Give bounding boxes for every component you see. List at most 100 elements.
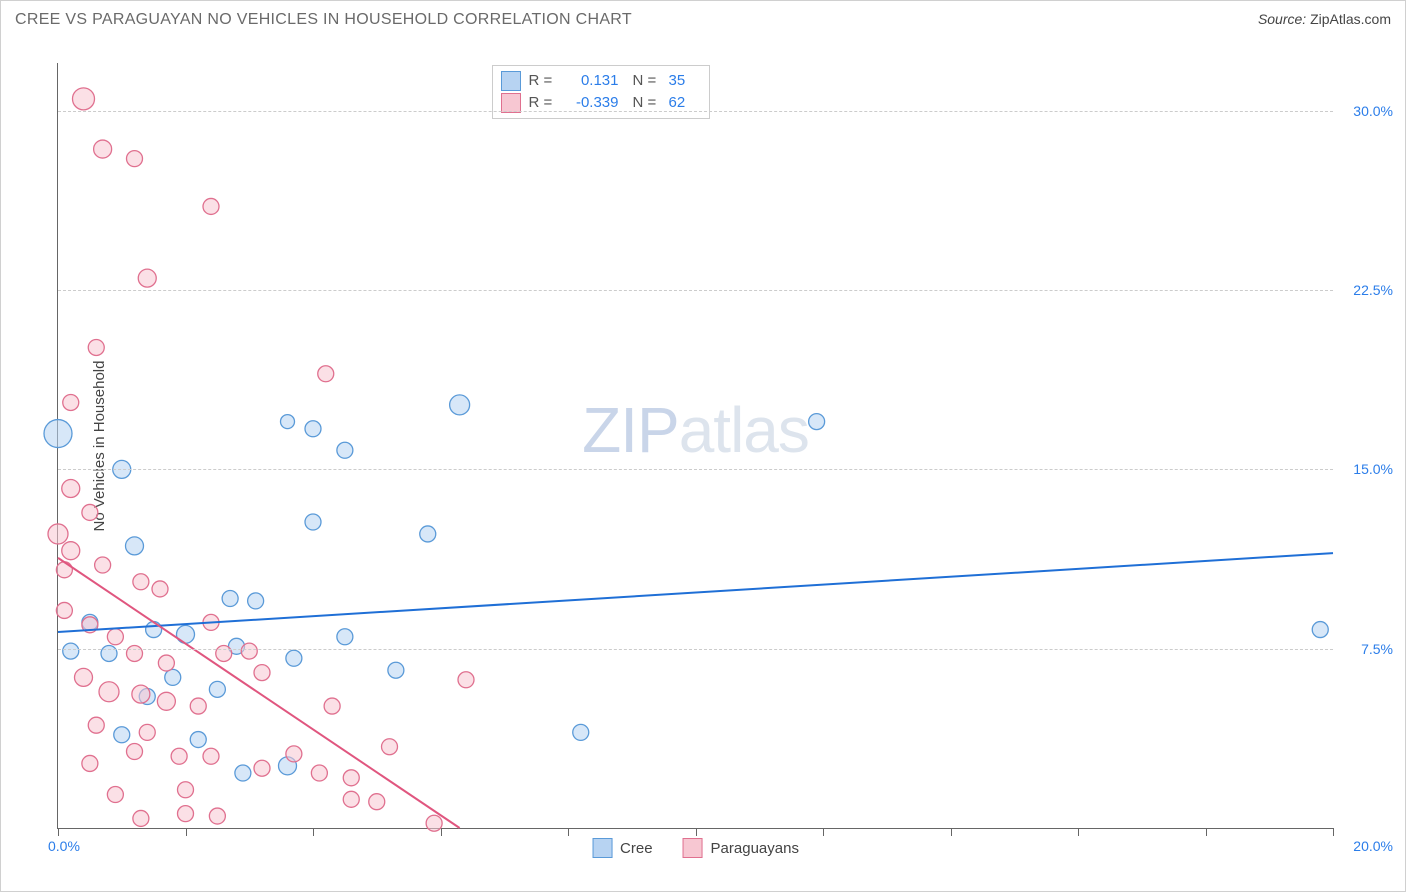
y-tick-label: 7.5% bbox=[1338, 641, 1393, 657]
scatter-point bbox=[157, 692, 175, 710]
scatter-point bbox=[286, 746, 302, 762]
scatter-point bbox=[311, 765, 327, 781]
scatter-point bbox=[222, 591, 238, 607]
scatter-point bbox=[343, 770, 359, 786]
scatter-point bbox=[132, 685, 150, 703]
chart-title: CREE VS PARAGUAYAN NO VEHICLES IN HOUSEH… bbox=[15, 11, 632, 29]
scatter-svg bbox=[58, 63, 1333, 828]
scatter-point bbox=[248, 593, 264, 609]
x-tick bbox=[441, 828, 442, 836]
scatter-point bbox=[177, 625, 195, 643]
scatter-point bbox=[82, 504, 98, 520]
series-legend: Cree Paraguayans bbox=[592, 838, 799, 858]
x-tick bbox=[313, 828, 314, 836]
x-tick bbox=[1333, 828, 1334, 836]
scatter-point bbox=[318, 366, 334, 382]
legend-swatch-icon bbox=[683, 838, 703, 858]
scatter-point bbox=[337, 629, 353, 645]
scatter-point bbox=[138, 269, 156, 287]
scatter-point bbox=[56, 562, 72, 578]
y-tick-label: 30.0% bbox=[1338, 103, 1393, 119]
scatter-point bbox=[165, 669, 181, 685]
scatter-point bbox=[82, 755, 98, 771]
legend-item-paraguayans: Paraguayans bbox=[683, 838, 799, 858]
scatter-point bbox=[305, 421, 321, 437]
chart-container: CREE VS PARAGUAYAN NO VEHICLES IN HOUSEH… bbox=[0, 0, 1406, 892]
scatter-point bbox=[241, 643, 257, 659]
source-label: Source: bbox=[1258, 11, 1306, 27]
grid-line bbox=[58, 469, 1333, 470]
scatter-point bbox=[95, 557, 111, 573]
scatter-point bbox=[88, 717, 104, 733]
scatter-point bbox=[382, 739, 398, 755]
x-tick bbox=[186, 828, 187, 836]
x-tick bbox=[951, 828, 952, 836]
y-tick-label: 22.5% bbox=[1338, 282, 1393, 298]
plot-area: No Vehicles in Household ZIPatlas R = 0.… bbox=[57, 63, 1333, 829]
scatter-point bbox=[99, 682, 119, 702]
trendline bbox=[58, 553, 1333, 632]
scatter-point bbox=[388, 662, 404, 678]
x-tick bbox=[58, 828, 59, 836]
scatter-point bbox=[573, 724, 589, 740]
scatter-point bbox=[190, 732, 206, 748]
scatter-point bbox=[63, 643, 79, 659]
scatter-point bbox=[88, 339, 104, 355]
scatter-point bbox=[420, 526, 436, 542]
x-tick bbox=[823, 828, 824, 836]
x-tick bbox=[696, 828, 697, 836]
scatter-point bbox=[254, 760, 270, 776]
x-axis-min-label: 0.0% bbox=[48, 838, 80, 854]
scatter-point bbox=[190, 698, 206, 714]
scatter-point bbox=[809, 414, 825, 430]
source-value: ZipAtlas.com bbox=[1310, 11, 1391, 27]
scatter-point bbox=[62, 480, 80, 498]
scatter-point bbox=[158, 655, 174, 671]
scatter-point bbox=[337, 442, 353, 458]
scatter-point bbox=[107, 787, 123, 803]
scatter-point bbox=[94, 140, 112, 158]
legend-item-cree: Cree bbox=[592, 838, 653, 858]
scatter-point bbox=[44, 420, 72, 448]
scatter-point bbox=[146, 622, 162, 638]
scatter-point bbox=[235, 765, 251, 781]
source-attribution: Source: ZipAtlas.com bbox=[1258, 11, 1391, 27]
scatter-point bbox=[114, 727, 130, 743]
scatter-point bbox=[178, 806, 194, 822]
x-tick bbox=[568, 828, 569, 836]
scatter-point bbox=[62, 542, 80, 560]
scatter-point bbox=[458, 672, 474, 688]
scatter-point bbox=[254, 665, 270, 681]
scatter-point bbox=[324, 698, 340, 714]
scatter-point bbox=[1312, 622, 1328, 638]
x-tick bbox=[1078, 828, 1079, 836]
scatter-point bbox=[209, 681, 225, 697]
x-tick bbox=[1206, 828, 1207, 836]
scatter-point bbox=[178, 782, 194, 798]
scatter-point bbox=[281, 415, 295, 429]
scatter-point bbox=[203, 748, 219, 764]
scatter-point bbox=[133, 810, 149, 826]
scatter-point bbox=[171, 748, 187, 764]
scatter-point bbox=[450, 395, 470, 415]
grid-line bbox=[58, 111, 1333, 112]
scatter-point bbox=[48, 524, 68, 544]
scatter-point bbox=[209, 808, 225, 824]
legend-swatch-icon bbox=[592, 838, 612, 858]
grid-line bbox=[58, 649, 1333, 650]
scatter-point bbox=[133, 574, 149, 590]
scatter-point bbox=[152, 581, 168, 597]
scatter-point bbox=[127, 151, 143, 167]
scatter-point bbox=[369, 794, 385, 810]
scatter-point bbox=[305, 514, 321, 530]
scatter-point bbox=[73, 88, 95, 110]
scatter-point bbox=[126, 537, 144, 555]
scatter-point bbox=[203, 198, 219, 214]
x-axis-max-label: 20.0% bbox=[1353, 838, 1393, 854]
scatter-point bbox=[139, 724, 155, 740]
scatter-point bbox=[127, 744, 143, 760]
scatter-point bbox=[56, 602, 72, 618]
scatter-point bbox=[75, 668, 93, 686]
scatter-point bbox=[107, 629, 123, 645]
y-tick-label: 15.0% bbox=[1338, 461, 1393, 477]
